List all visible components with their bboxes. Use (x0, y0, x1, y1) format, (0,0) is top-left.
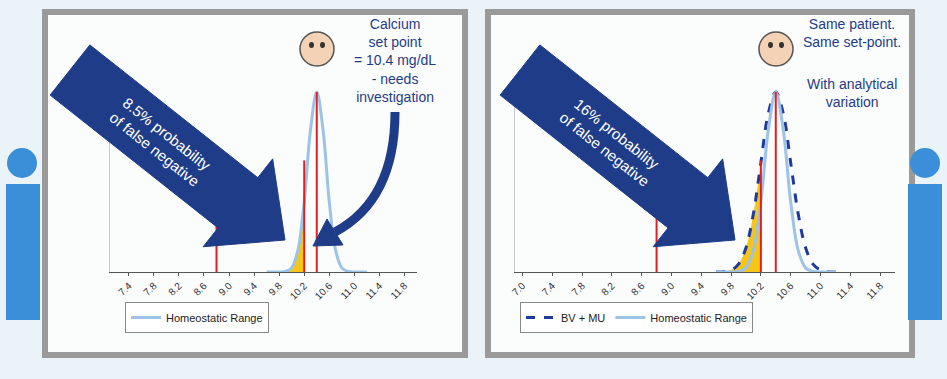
svg-text:11.8: 11.8 (388, 280, 409, 301)
svg-text:11.4: 11.4 (834, 280, 855, 301)
svg-text:8.2: 8.2 (166, 280, 184, 298)
svg-text:9.0: 9.0 (659, 280, 677, 298)
svg-text:8.6: 8.6 (191, 280, 209, 298)
svg-text:With analyticalvariation: With analyticalvariation (807, 76, 897, 110)
svg-text:9.8: 9.8 (266, 280, 284, 298)
svg-text:7.0: 7.0 (510, 280, 528, 298)
svg-text:7.8: 7.8 (141, 280, 159, 298)
svg-text:8.6: 8.6 (629, 280, 647, 298)
svg-text:7.4: 7.4 (116, 280, 134, 298)
svg-text:7.8: 7.8 (569, 280, 587, 298)
svg-text:Homeostatic Range: Homeostatic Range (650, 312, 747, 324)
svg-text:10.2: 10.2 (744, 280, 766, 302)
svg-text:Same patient.Same set-point.: Same patient.Same set-point. (803, 16, 901, 50)
svg-text:7.4: 7.4 (540, 280, 558, 298)
svg-text:8.2: 8.2 (599, 280, 617, 298)
svg-text:9.0: 9.0 (216, 280, 234, 298)
svg-text:Calciumset point= 10.4 mg/dL-: Calciumset point= 10.4 mg/dL- needsinves… (354, 16, 436, 105)
svg-text:10.6: 10.6 (774, 280, 796, 302)
svg-text:BV + MU: BV + MU (561, 312, 605, 324)
svg-text:9.4: 9.4 (241, 280, 259, 298)
svg-text:16% probabilityof false negati: 16% probabilityof false negative (556, 93, 664, 189)
svg-text:11.4: 11.4 (363, 280, 384, 301)
svg-text:9.8: 9.8 (718, 280, 736, 298)
svg-text:11.0: 11.0 (338, 280, 359, 301)
svg-text:9.4: 9.4 (689, 280, 707, 298)
svg-text:8.5% probabilityof false negat: 8.5% probabilityof false negative (106, 93, 214, 189)
svg-text:11.0: 11.0 (804, 280, 825, 301)
svg-text:11.8: 11.8 (864, 280, 885, 301)
svg-text:10.6: 10.6 (313, 280, 335, 302)
svg-text:Homeostatic Range: Homeostatic Range (166, 312, 263, 324)
svg-text:10.2: 10.2 (288, 280, 310, 302)
